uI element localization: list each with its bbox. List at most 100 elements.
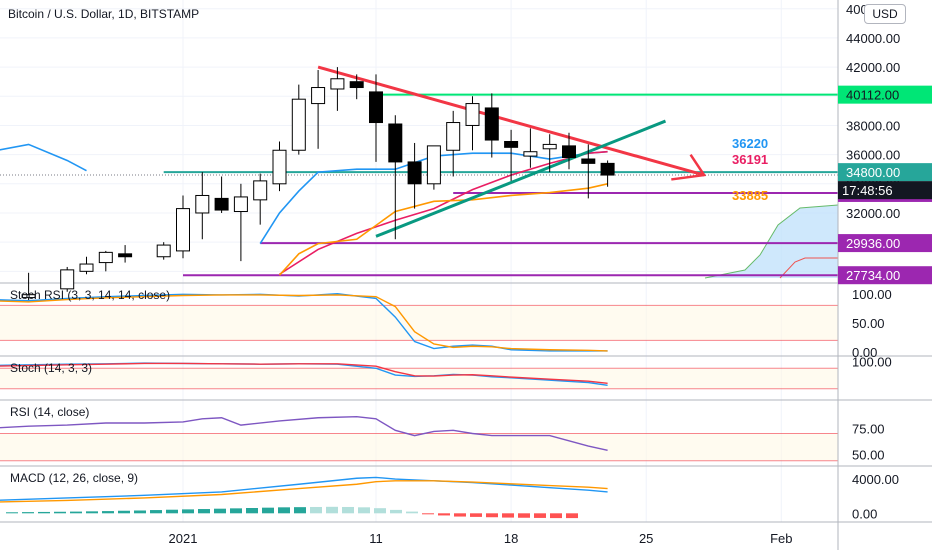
macd-histogram-bar [390,509,402,514]
candle-body [542,143,557,150]
price-level-label: 40112.00 [846,88,899,103]
candle [600,160,615,187]
macd-histogram-bar [374,508,386,514]
macd-histogram-bar [262,507,274,514]
macd-histogram-bar [198,509,210,514]
candle [214,176,229,213]
macd-histogram-bar [86,511,98,514]
price-level-label: 29936.00 [846,236,900,251]
macd-histogram-bar [486,513,498,518]
price-tick-label: 44000.00 [846,31,900,46]
macd-histogram-bar [54,511,66,514]
macd-histogram-bar [310,506,322,514]
indicator-line [0,415,608,451]
indicator-line [0,476,608,501]
candle-body [349,81,364,89]
macd-histogram-bar [102,511,114,514]
moving-average-value: 33885 [732,188,768,203]
descending-trend-line [317,65,705,177]
chart-title: Bitcoin / U.S. Dollar, 1D, BITSTAMP [8,7,199,21]
macd-histogram-bar [6,512,18,514]
candle [388,115,403,240]
macd-title: MACD (12, 26, close, 9) [10,471,138,485]
indicator-line [0,362,608,384]
macd-histogram-bar [518,513,530,518]
candle-body [291,98,306,151]
macd-histogram-bar [230,508,242,514]
macd-histogram-bar [326,506,338,514]
macd-histogram-bar [278,507,290,514]
candle [253,173,268,225]
macd-histogram-bar [454,513,466,517]
candle [195,172,210,240]
candle [272,141,287,192]
candle [176,195,190,259]
candle-body [253,180,268,201]
indicator-line [0,480,608,503]
candles-layer [21,67,615,301]
macd-histogram-bar [550,513,562,519]
candle-body [156,244,171,258]
candle-body [233,196,248,213]
candle [562,132,576,170]
macd-histogram-bar [438,513,450,516]
macd-histogram-bar [342,506,354,514]
indicator-tick-label: 50.00 [852,316,885,331]
time-tick-label: 2021 [169,531,198,546]
candle-body [446,122,461,151]
candle-body [523,151,538,157]
macd-histogram-bar [422,513,434,515]
candle [79,256,94,275]
macd-histogram-bar [38,511,50,514]
trend-arrow-head [671,153,707,181]
indicator-tick-label: 100.00 [852,354,892,369]
candle-body [195,194,210,214]
candle-body [60,269,75,290]
indicator-tick-label: 4000.00 [852,472,899,487]
candle [291,84,306,155]
indicator-band [0,433,838,461]
price-level-tag [838,234,932,253]
time-tick-label: 11 [369,531,383,546]
price-tick-label: 42000.00 [846,60,900,75]
currency-button[interactable]: USD [864,4,906,24]
time-axis[interactable]: 2021 11 18 25 Feb [169,531,793,546]
macd-histogram-bar [166,509,178,514]
candle [21,272,36,301]
time-tick-label: 18 [504,531,518,546]
rsi-title: RSI (14, close) [10,405,89,419]
candle [156,242,171,260]
price-tick-label: 32000.00 [846,206,900,221]
price-axis[interactable]: 40000.0044000.0042000.0040000.0038000.00… [837,0,932,550]
price-level-tag [838,163,932,182]
candle [542,134,557,173]
indicator-tick-label: 50.00 [852,448,885,463]
candle-body [484,107,499,141]
candle [349,74,364,100]
candle [60,266,75,292]
moving-average-value: 36220 [732,136,768,151]
countdown-label: 17:48:56 [842,183,893,198]
candle [330,67,345,111]
price-level-tag [838,266,932,285]
stoch-rsi-title: Stoch RSI (3, 3, 14, 14, close) [10,288,170,302]
candle [484,93,499,158]
candle-body [330,78,345,90]
ascending-trend-line [375,119,667,238]
indicator-tick-label: 75.00 [852,421,885,436]
macd-histogram-bar [406,511,418,514]
candle-body [98,251,113,264]
ichimoku-cloud [705,205,838,278]
candle-body [581,158,596,164]
candle-body [21,294,36,299]
cloud-span-a [704,204,839,279]
moving-average-line [278,183,608,276]
candle-body [562,145,576,159]
macd-histogram-bar [134,510,146,514]
candle [581,144,596,199]
price-tick-label: 36000.00 [846,148,900,163]
macd-histogram-bar [358,507,370,514]
macd-histogram-bar [502,513,514,518]
